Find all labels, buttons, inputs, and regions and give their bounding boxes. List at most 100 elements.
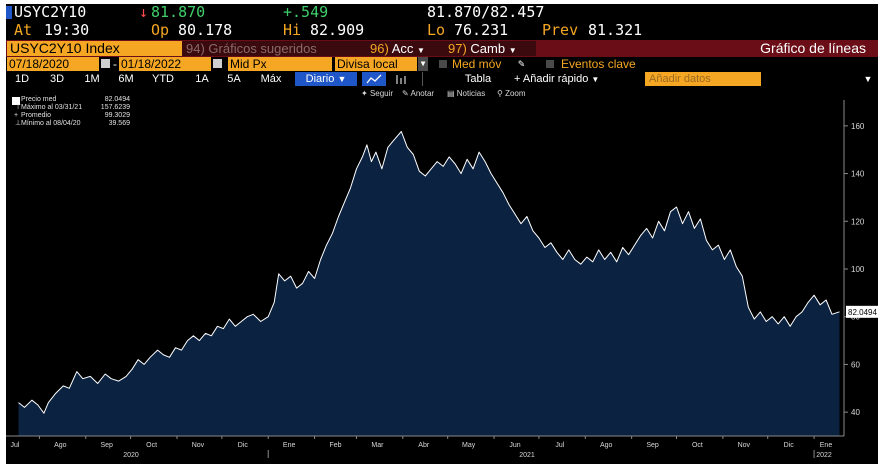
at-label: At [14,21,33,39]
moving-average-label: Med móv [452,57,502,71]
legend-value: 99.3029 [104,112,130,119]
x-tick-label: Sep [646,442,659,449]
ticker: USYC2Y10 [14,4,87,21]
chart-type-title: Gráfico de líneas [760,40,866,56]
x-tick-label: Ago [600,442,613,449]
moving-average-checkbox[interactable] [439,60,447,68]
prev-value: 81.321 [588,21,643,39]
open-label: Op [151,21,170,39]
chart-legend: Precio med 82.0494 ⊤ Máximo al 03/31/21 … [12,96,130,128]
period-1d[interactable]: 1D [14,73,30,85]
x-tick-label: Ene [283,442,296,449]
follow-tool[interactable]: ✦ Seguir [361,87,393,100]
y-tick-label: 100 [851,265,865,274]
last-value-label: 82.0494 [848,308,877,317]
suggested-charts-label: Gráficos sugeridos [208,41,317,56]
x-tick-label: May [462,442,476,449]
chart-tools-row: ✦ Seguir ✎ Anotar ▤ Noticias ⚲ Zoom [6,87,878,100]
average-marker-icon: + [14,112,19,119]
actions-num: 96) [370,41,389,56]
date-to-field[interactable]: 01/18/2022 [119,57,211,71]
x-tick-label: Dic [238,442,249,449]
change-menu[interactable]: 97) Camb ▼ [444,41,536,56]
y-tick-label: 160 [851,122,865,131]
period-1a[interactable]: 1A [195,73,209,85]
x-tick-label: Nov [738,442,751,449]
x-tick-label: Mar [371,442,384,449]
chart-options-button[interactable] [390,72,412,86]
frequency-button[interactable]: Diario ▼ [295,72,357,86]
key-events-checkbox[interactable] [546,60,554,68]
zoom-icon: ⚲ [497,89,506,98]
series-line [18,131,840,414]
currency-field[interactable]: Divisa local [335,57,417,71]
quick-add-dropdown-icon: ▼ [591,75,600,84]
quick-add-button[interactable]: + Añadir rápido ▼ [514,72,636,86]
period-3d[interactable]: 3D [49,73,65,85]
date-from-field[interactable]: 07/18/2020 [7,57,99,71]
x-year-label: 2022 [816,452,832,459]
last-value-box [846,305,878,318]
pencil-icon[interactable]: ✎ [518,57,525,70]
legend-item-price[interactable]: Precio med 82.0494 [12,96,130,105]
legend-value: 82.0494 [104,96,130,103]
actions-dropdown-icon: ▼ [417,46,425,55]
currency-dropdown-icon[interactable]: ▼ [418,57,428,71]
y-tick-label: 40 [851,408,860,417]
price-chart[interactable]: 40608010012014016082.0494JulAgoSepOctNov… [6,100,878,464]
frequency-label: Diario [305,73,335,85]
legend-checkbox[interactable] [12,97,20,108]
security-field[interactable]: USYC2Y10 Index [7,41,182,56]
table-button[interactable]: Tabla [464,73,492,85]
period-5a[interactable]: 5A [227,73,241,85]
change-label: Camb [470,41,506,56]
x-tick-label: Nov [192,442,205,449]
key-events-label: Eventos clave [561,57,636,71]
min-marker-icon: ⊥ [15,120,22,127]
legend-value: 157.6239 [100,104,130,111]
follow-label: Seguir [369,89,394,98]
x-tick-label: Jun [509,442,520,449]
prev-label: Prev [542,21,579,39]
legend-label: Promedio [21,112,51,119]
period-ytd[interactable]: YTD [152,73,174,85]
x-year-label: 2020 [123,452,139,459]
period-max[interactable]: Máx [260,73,282,85]
frequency-dropdown-icon: ▼ [337,74,347,84]
calendar-icon[interactable] [213,59,222,68]
plus-icon: + [514,73,521,85]
line-chart-button[interactable] [362,72,386,86]
y-tick-label: 140 [851,170,865,179]
add-data-input[interactable]: Añadir datos [645,72,761,86]
ticker-marker [6,6,12,19]
period-1m[interactable]: 1M [84,73,100,85]
follow-icon: ✦ [361,89,370,98]
x-tick-label: Dic [784,442,795,449]
series-area [18,131,840,436]
x-tick-label: Jul [11,442,20,449]
calendar-icon[interactable] [101,59,110,68]
toolbar-divider [422,72,423,86]
settings-row: 07/18/2020 - 01/18/2022 Mid Px Divisa lo… [6,57,878,71]
open-value: 80.178 [178,21,233,39]
news-tool[interactable]: ▤ Noticias [447,87,485,100]
stats-row: At 19:30 Op 80.178 Hi 82.909 Lo 76.231 P… [6,21,878,40]
y-tick-label: 60 [851,360,860,369]
panel-menu-icon[interactable]: ▼ [863,74,873,84]
legend-label: Mínimo al 08/04/20 [21,120,81,127]
max-marker-icon: ⊤ [15,104,22,111]
high-value: 82.909 [310,21,365,39]
function-bar: USYC2Y10 Index 94) Gráficos sugeridos 96… [6,40,878,57]
net-change: +.549 [283,4,329,21]
bid-ask: 81.870/82.457 [427,4,545,21]
actions-menu[interactable]: 96) Acc ▼ [366,41,444,56]
bar-options-icon [396,75,406,84]
last-price: 81.870 [151,4,206,21]
zoom-tool[interactable]: ⚲ Zoom [497,87,526,100]
change-num: 97) [448,41,467,56]
price-field[interactable]: Mid Px [228,57,332,71]
suggested-charts-button[interactable]: 94) Gráficos sugeridos [182,41,366,56]
annotate-tool[interactable]: ✎ Anotar [402,87,434,100]
period-6m[interactable]: 6M [118,73,134,85]
annotate-label: Anotar [410,89,435,98]
